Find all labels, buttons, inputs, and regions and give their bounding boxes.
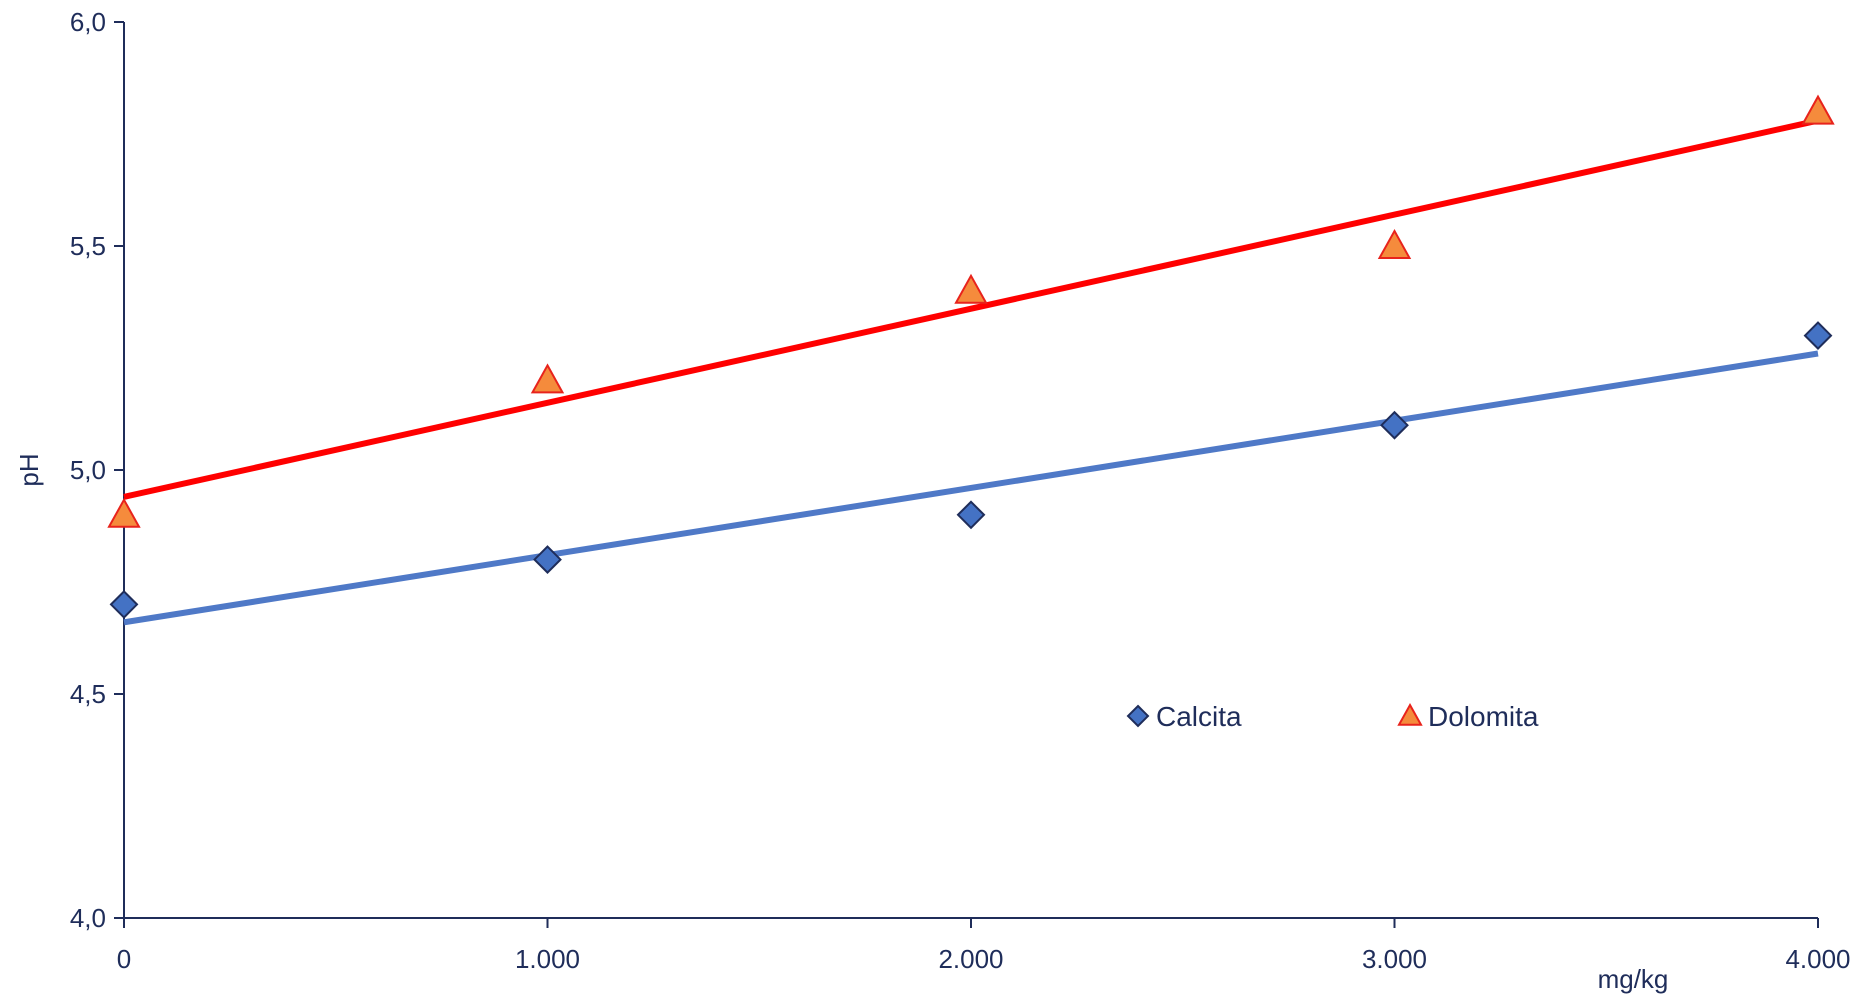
legend-label: Dolomita bbox=[1428, 701, 1539, 732]
legend-item-calcita: Calcita bbox=[1126, 701, 1242, 732]
x-tick-label: 1.000 bbox=[515, 944, 580, 974]
legend-item-dolomita: Dolomita bbox=[1397, 701, 1539, 732]
point-calcita bbox=[956, 500, 986, 530]
markers bbox=[107, 94, 1835, 619]
y-tick-label: 4,5 bbox=[70, 679, 106, 709]
trendline-dolomita bbox=[123, 117, 1819, 500]
legend-label: Calcita bbox=[1156, 701, 1242, 732]
tick-labels: 4,0 4,5 5,0 5,5 6,0 0 1.000 2.000 3.000 4.000 bbox=[70, 7, 1851, 974]
trendline-calcita bbox=[123, 350, 1819, 626]
point-dolomita bbox=[530, 363, 565, 394]
x-tick-label: 0 bbox=[117, 944, 131, 974]
point-dolomita bbox=[1377, 228, 1412, 259]
x-axis-title: mg/kg bbox=[1598, 964, 1669, 994]
trendlines bbox=[123, 117, 1819, 626]
x-tick-label: 3.000 bbox=[1362, 944, 1427, 974]
x-tick-label: 4.000 bbox=[1785, 944, 1850, 974]
x-tick-label: 2.000 bbox=[938, 944, 1003, 974]
y-tick-label: 5,5 bbox=[70, 231, 106, 261]
point-calcita bbox=[1803, 321, 1833, 351]
point-dolomita bbox=[1801, 94, 1835, 125]
y-tick-label: 6,0 bbox=[70, 7, 106, 37]
point-calcita bbox=[109, 589, 139, 619]
legend: Calcita Dolomita bbox=[1126, 701, 1539, 732]
axes bbox=[114, 21, 1819, 928]
legend-diamond-icon bbox=[1126, 704, 1150, 728]
point-calcita bbox=[1380, 410, 1409, 440]
y-axis-title: pH bbox=[14, 453, 44, 486]
y-tick-label: 4,0 bbox=[70, 903, 106, 933]
legend-triangle-icon bbox=[1397, 702, 1423, 726]
point-dolomita bbox=[107, 497, 141, 528]
point-calcita bbox=[533, 545, 562, 575]
y-tick-label: 5,0 bbox=[70, 455, 106, 485]
point-dolomita bbox=[954, 273, 988, 304]
